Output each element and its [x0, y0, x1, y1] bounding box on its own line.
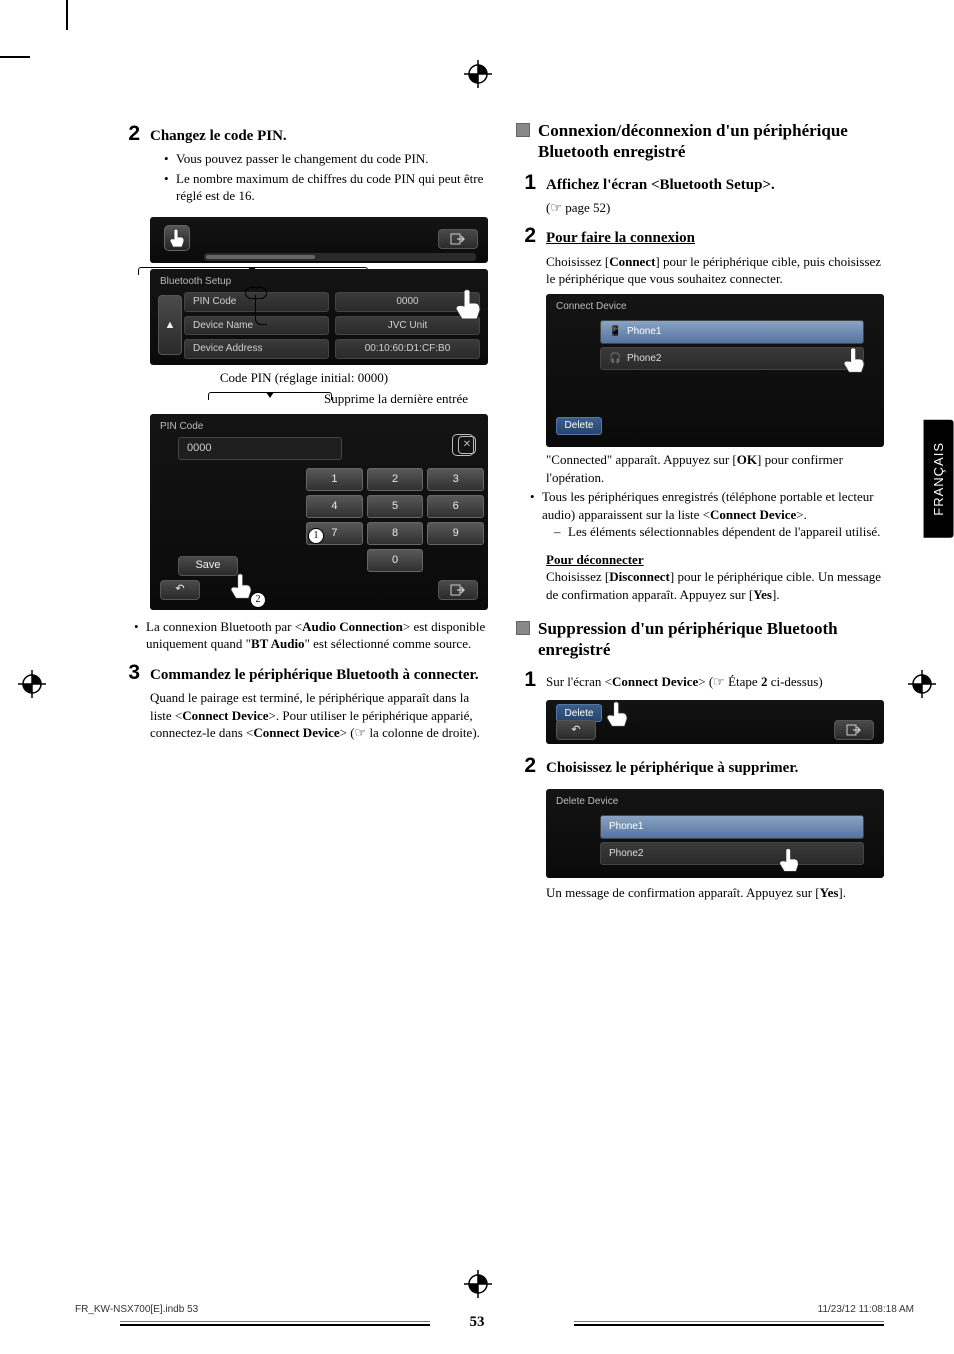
device-row[interactable]: 📱 Phone1 — [600, 320, 864, 344]
exit-icon[interactable] — [438, 229, 478, 249]
screenshot-delete-bar: Delete ↶ — [546, 700, 884, 744]
key-8[interactable]: 8 — [367, 522, 424, 545]
section-marker — [516, 123, 530, 137]
device-addr-value: 00:10:60:D1:CF:B0 — [335, 339, 480, 359]
body-text: "Connected" apparaît. Appuyez sur [OK] p… — [516, 451, 884, 486]
bullet: Vous pouvez passer le changement du code… — [164, 150, 488, 168]
exit-icon[interactable] — [834, 720, 874, 740]
page-rule — [574, 1324, 884, 1326]
device-label: Phone1 — [609, 820, 643, 834]
pin-caption: Code PIN (réglage initial: 0000) — [120, 369, 488, 387]
screenshot-bt-setup: Bluetooth Setup ▲ PIN Code 0000 Device N… — [150, 269, 488, 365]
key-0[interactable]: 0 — [367, 549, 424, 572]
sub-heading: Pour déconnecter — [546, 552, 644, 567]
screenshot-delete-device: Delete Device Phone1 Phone2 — [546, 789, 884, 879]
body-text: Choisissez [Disconnect] pour le périphér… — [516, 568, 884, 603]
device-label: Phone1 — [627, 325, 661, 339]
section-title: Connexion/déconnexion d'un périphérique … — [538, 120, 884, 163]
circled-2: 2 — [250, 592, 266, 608]
page-rule — [120, 1324, 430, 1326]
scroll-up-button[interactable]: ▲ — [158, 295, 182, 355]
phone-icon: 📱 — [609, 325, 621, 339]
device-label: Phone2 — [609, 847, 643, 861]
hand-icon — [839, 344, 869, 374]
bullet: La connexion Bluetooth par <Audio Connec… — [134, 618, 488, 653]
circled-1: 1 — [308, 528, 324, 544]
page-rule-thin — [574, 1321, 884, 1322]
screenshot-connect-device: Connect Device 📱 Phone1 🎧 Phone2 — [546, 294, 884, 448]
pin-input[interactable]: 0000 — [178, 437, 342, 460]
body-text: Quand le pairage est terminé, le périphé… — [150, 689, 488, 742]
key-2[interactable]: 2 — [367, 468, 424, 491]
device-row[interactable]: 🎧 Phone2 — [600, 347, 864, 371]
step-title: Choisissez le périphérique à supprimer. — [546, 758, 884, 778]
left-column: 2 Changez le code PIN. Vous pouvez passe… — [120, 120, 488, 902]
step-title: Affichez l'écran <Bluetooth Setup>. — [546, 175, 884, 195]
hand-icon — [775, 845, 803, 873]
step-number: 2 — [120, 120, 150, 148]
bt-setup-title: Bluetooth Setup — [150, 269, 488, 293]
device-addr-label: Device Address — [184, 339, 329, 359]
right-column: Connexion/déconnexion d'un périphérique … — [516, 120, 884, 902]
page-number: 53 — [470, 1312, 485, 1332]
pincode-title: PIN Code — [150, 414, 488, 438]
device-row[interactable]: Phone2 — [600, 842, 864, 866]
body-text: Un message de confirmation apparaît. App… — [516, 884, 884, 902]
dd-title: Delete Device — [546, 789, 884, 813]
step-title: Commandez le périphérique Bluetooth à co… — [150, 665, 488, 685]
screenshot-pincode: PIN Code 0000 Save ✕ 1 — [150, 414, 488, 610]
bullet: Le nombre maximum de chiffres du code PI… — [164, 170, 488, 205]
hand-icon — [602, 700, 632, 728]
keypad: 1 2 3 4 5 6 7 8 9 0 — [302, 464, 488, 575]
key-6[interactable]: 6 — [427, 495, 484, 518]
device-label: Phone2 — [627, 352, 661, 366]
back-icon[interactable]: ↶ — [160, 580, 200, 600]
key-4[interactable]: 4 — [306, 495, 363, 518]
footer-left: FR_KW-NSX700[E].indb 53 — [75, 1303, 198, 1317]
device-row[interactable]: Phone1 — [600, 815, 864, 839]
step-title: Pour faire la connexion — [546, 228, 884, 248]
step-number: 3 — [120, 659, 150, 687]
section-marker — [516, 621, 530, 635]
step-title: Changez le code PIN. — [150, 126, 488, 146]
section-title: Suppression d'un périphérique Bluetooth … — [538, 618, 884, 661]
body-text: Choisissez [Connect] pour le périphériqu… — [546, 253, 884, 288]
step-number: 2 — [516, 222, 546, 250]
body-text: (☞ page 52) — [546, 199, 884, 217]
step-number: 1 — [516, 666, 546, 694]
language-tab: FRANÇAIS — [924, 420, 954, 538]
dash-item: Les éléments sélectionnables dépendent d… — [554, 523, 884, 541]
screenshot-topbar — [150, 217, 488, 263]
cd-title: Connect Device — [546, 294, 884, 318]
key-9[interactable]: 9 — [427, 522, 484, 545]
audio-icon: 🎧 — [609, 352, 621, 366]
hand-icon — [168, 227, 188, 249]
body-text: Sur l'écran <Connect Device> (☞ Étape 2 … — [546, 673, 884, 691]
bullet: Tous les périphériques enregistrés (télé… — [530, 488, 884, 541]
step-number: 2 — [516, 752, 546, 780]
page-rule-thin — [120, 1321, 430, 1322]
footer-right: 11/23/12 11:08:18 AM — [818, 1303, 914, 1317]
step-number: 1 — [516, 169, 546, 197]
back-icon[interactable]: ↶ — [556, 720, 596, 740]
key-5[interactable]: 5 — [367, 495, 424, 518]
delete-button[interactable]: Delete — [556, 417, 602, 435]
key-3[interactable]: 3 — [427, 468, 484, 491]
key-1[interactable]: 1 — [306, 468, 363, 491]
hand-icon — [450, 285, 486, 321]
exit-icon[interactable] — [438, 580, 478, 600]
